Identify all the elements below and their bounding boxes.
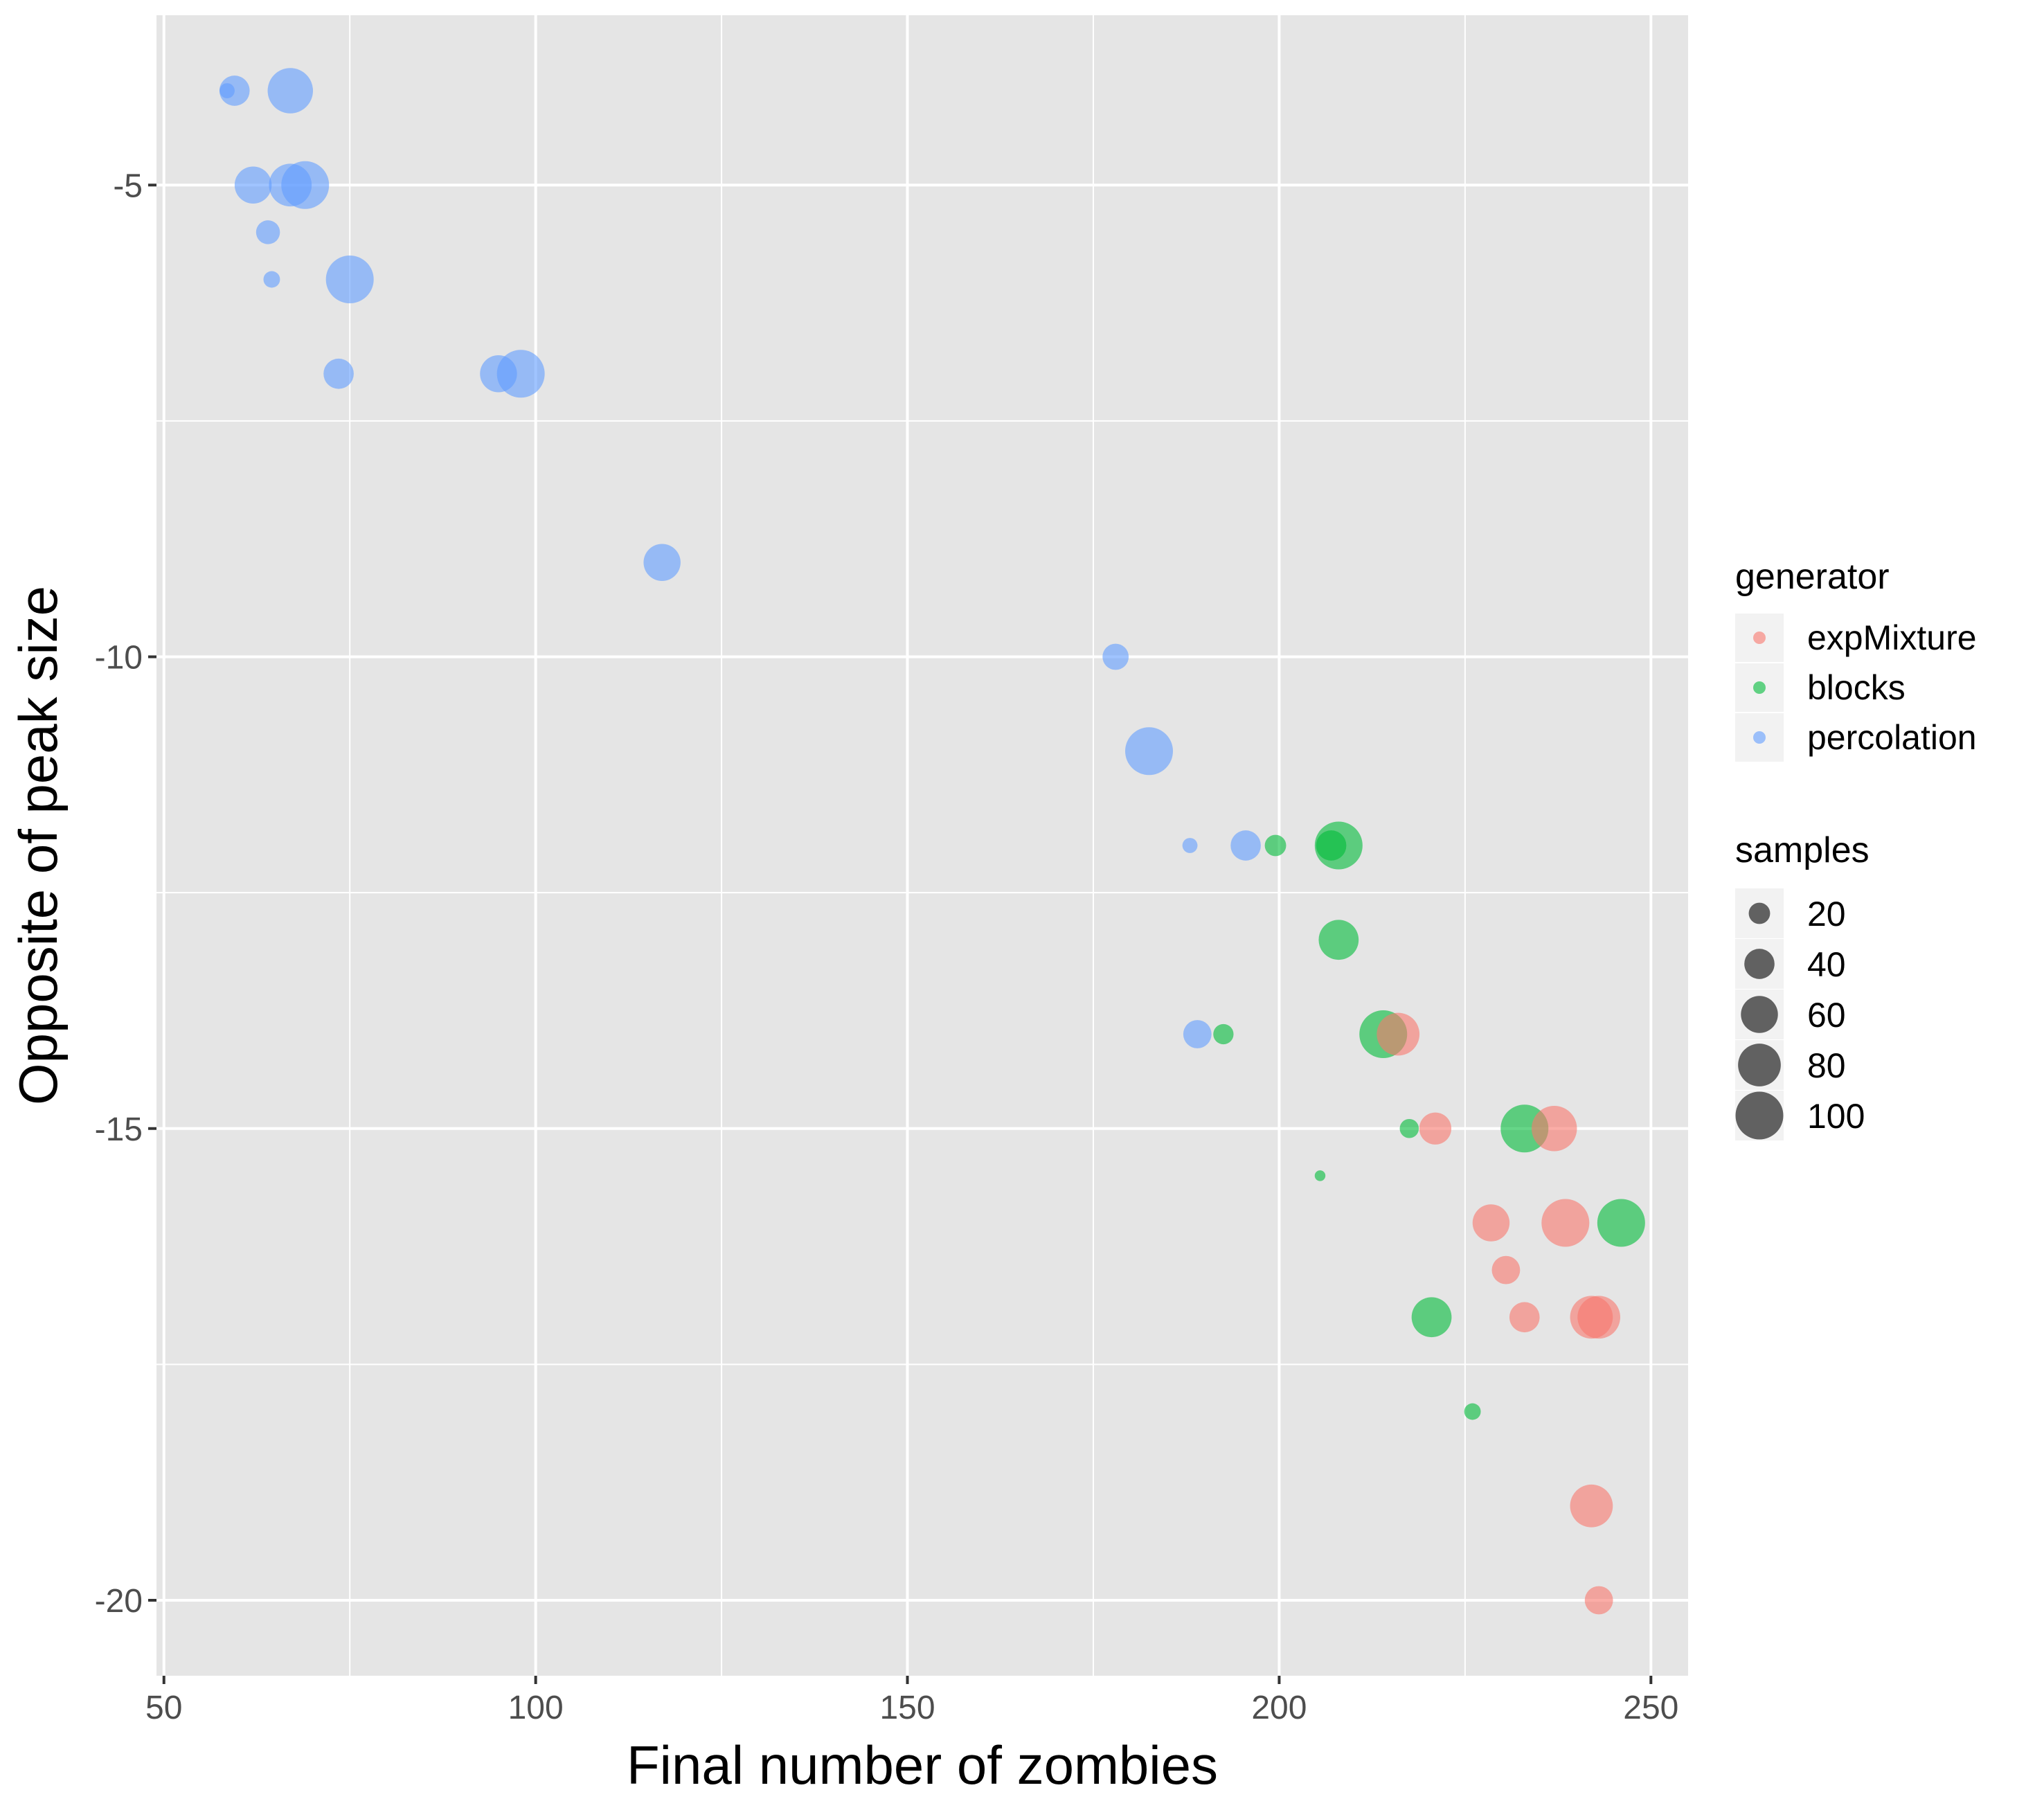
data-point-blocks [1597,1199,1645,1247]
data-point-expMixture [1491,1255,1521,1285]
legend-size-label: 60 [1807,996,1846,1035]
data-point-expMixture [1577,1296,1621,1339]
data-point-percolation [643,544,681,581]
data-point-percolation [263,271,280,288]
data-point-percolation [1230,830,1261,861]
data-point-expMixture [1509,1302,1540,1333]
y-tick-label: -20 [95,1583,143,1620]
legend-key-blocks [1753,681,1766,694]
x-tick-label: 250 [1623,1690,1678,1726]
data-point-percolation [219,83,235,98]
data-point-percolation [480,355,517,393]
data-points [219,68,1645,1615]
data-point-blocks [1464,1403,1481,1420]
data-point-expMixture [1541,1199,1590,1247]
legend-size-key [1748,902,1770,924]
legend-size-key [1741,996,1778,1033]
legend-size-label: 80 [1807,1046,1846,1085]
legend-generator: generator expMixture blocks percolation [1735,557,1977,762]
data-point-blocks [1318,920,1359,960]
data-point-percolation [269,163,312,207]
legend-size-key [1738,1044,1781,1086]
legend-generator-title: generator [1735,557,1890,597]
data-point-percolation [325,256,374,303]
data-point-blocks [1213,1023,1234,1045]
legend-size-key [1744,949,1775,979]
data-point-blocks [1411,1297,1452,1338]
legend-size-label: 20 [1807,895,1846,933]
legend-key-expMixture [1753,632,1766,644]
legend-key-percolation [1753,731,1766,744]
y-tick-label: -10 [95,640,143,677]
data-point-percolation [267,68,314,114]
x-tick-label: 50 [145,1690,182,1726]
data-point-expMixture [1584,1586,1613,1615]
data-point-expMixture [1377,1012,1420,1056]
plot-panel [156,15,1688,1676]
data-point-percolation [1125,727,1174,776]
data-point-expMixture [1472,1204,1510,1242]
data-point-blocks [1316,830,1347,861]
data-point-percolation [1102,643,1129,670]
legend-label-expMixture: expMixture [1807,618,1977,657]
y-axis-title: Opposite of peak size [8,586,69,1105]
x-axis: 50 100 150 200 250 [145,1676,1678,1726]
legend-label-percolation: percolation [1807,718,1977,757]
y-tick-label: -5 [113,168,143,204]
data-point-percolation [234,166,272,204]
x-tick-label: 100 [508,1690,564,1726]
panel-background [156,15,1688,1676]
data-point-percolation [256,220,280,244]
data-point-expMixture [1570,1484,1613,1528]
data-point-blocks [1399,1118,1419,1138]
data-point-expMixture [1419,1112,1452,1145]
legend-samples: samples 20 40 60 80 100 [1735,830,1870,1140]
data-point-blocks [1314,1170,1326,1181]
legend-size-label: 40 [1807,945,1846,984]
legend-samples-title: samples [1735,830,1870,870]
data-point-percolation [1182,838,1198,853]
y-axis: -5 -10 -15 -20 [95,168,156,1620]
legend-size-key [1735,1091,1784,1140]
data-point-percolation [1183,1020,1212,1048]
data-point-expMixture [1531,1106,1577,1152]
data-point-percolation [323,358,354,389]
legend-size-label: 100 [1807,1097,1865,1136]
legend-label-blocks: blocks [1807,668,1906,707]
y-tick-label: -15 [95,1111,143,1148]
x-tick-label: 200 [1251,1690,1307,1726]
x-tick-label: 150 [879,1690,935,1726]
x-axis-title: Final number of zombies [627,1735,1218,1796]
data-point-blocks [1264,834,1287,857]
